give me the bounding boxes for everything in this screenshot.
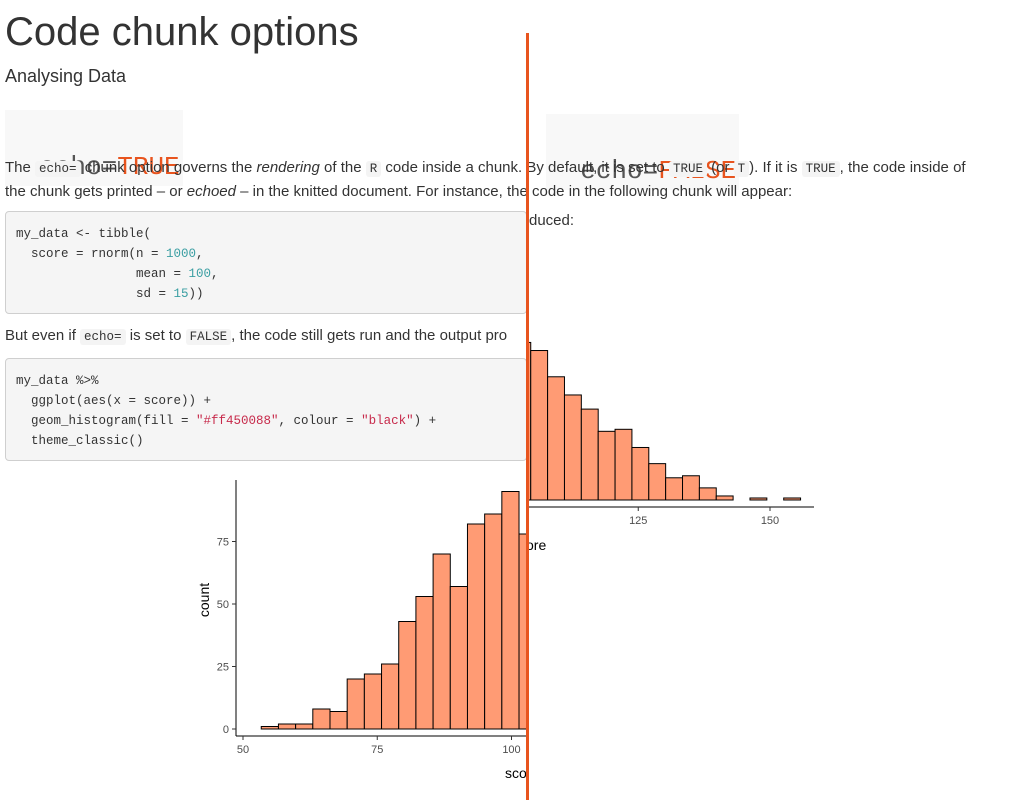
code-text: ) + (413, 414, 437, 428)
x-tick-label: 150 (761, 515, 779, 527)
x-axis-label-partial: sco (505, 765, 527, 781)
echo-false-heading: echo=FALSE (546, 114, 740, 190)
histogram-bar (363, 673, 383, 730)
histogram-bar (614, 428, 633, 501)
text: code inside a chunk. By default, it is s… (385, 159, 665, 176)
histogram-bar (501, 491, 520, 730)
code-line: theme_classic() (16, 434, 144, 448)
inline-code-r: R (365, 161, 382, 177)
x-tick-label: 75 (371, 744, 383, 756)
text: , the code inside of (839, 159, 966, 176)
text: is set to (125, 327, 186, 344)
text: the chunk gets printed – or (5, 182, 187, 200)
histogram-bar (449, 586, 468, 730)
inline-code-true: TRUE (801, 161, 840, 177)
x-tick-label: 100 (502, 744, 520, 756)
text: (or (706, 159, 734, 176)
histogram-bar (484, 513, 503, 730)
histogram-left-panel: 0 25 50 75 50 75 100 count sco (196, 480, 527, 781)
histogram-bar (665, 477, 684, 501)
histogram-bar (346, 678, 365, 730)
code-chunk-tibble[interactable]: my_data <- tibble( score = rnorm(n = 100… (5, 211, 527, 314)
histogram-bar (749, 497, 768, 501)
histogram-bar (580, 408, 599, 501)
code-string: "black" (361, 414, 414, 428)
inline-code-t: T (733, 161, 750, 177)
code-line: sd = (16, 287, 174, 301)
histogram-right-panel: 125 150 ore (529, 341, 814, 553)
code-line: ggplot(aes(x = score)) + (16, 394, 212, 408)
inline-code-echo: echo= (80, 329, 126, 345)
code-text: , (211, 267, 219, 281)
histogram-bar (312, 708, 331, 730)
echo-false-heading-code: echo= (580, 156, 659, 186)
code-line: my_data %>% (16, 374, 99, 388)
histogram-bar (648, 463, 667, 501)
histogram-bar (597, 430, 616, 501)
histogram-bar (329, 711, 348, 730)
emphasis-rendering: rendering (256, 159, 320, 176)
paragraph-fragment-right: duced: (529, 212, 575, 229)
histogram-bar (547, 376, 565, 501)
code-number: 100 (188, 267, 212, 281)
page-title: Code chunk options (5, 10, 359, 54)
page-subtitle: Analysing Data (5, 66, 127, 86)
y-axis-label: count (196, 583, 212, 617)
paragraph-line-1: The echo= chunk option governs the rende… (5, 157, 966, 181)
histogram-bar (432, 553, 451, 730)
histogram-bar (295, 723, 314, 730)
code-chunk-ggplot[interactable]: my_data %>% ggplot(aes(x = score)) + geo… (5, 358, 527, 461)
histogram-bar (398, 621, 417, 730)
code-text: , colour = (278, 414, 362, 428)
y-tick-label: 0 (223, 724, 229, 736)
x-axis-label-partial: ore (529, 537, 546, 553)
histogram-bar (530, 350, 549, 501)
histogram-bar (260, 726, 279, 730)
y-tick-label: 75 (217, 537, 229, 549)
text: – in the knitted document. For instance,… (236, 182, 793, 200)
text: of the (319, 159, 366, 176)
code-line: my_data <- tibble( (16, 227, 152, 241)
code-line: geom_histogram(fill = (16, 414, 197, 428)
code-line: mean = (16, 267, 189, 281)
histogram-bar (682, 475, 700, 501)
histogram-bar (631, 446, 650, 501)
inline-code-true: TRUE (668, 161, 707, 177)
y-tick-label: 25 (217, 662, 229, 674)
split-divider-handle[interactable] (526, 33, 529, 800)
x-tick-label: 125 (629, 515, 647, 527)
histogram-bar (698, 487, 717, 501)
code-block: my_data %>% ggplot(aes(x = score)) + geo… (16, 371, 516, 451)
paragraph-echo-false: But even if echo= is set to FALSE, the c… (5, 325, 507, 349)
inline-code-echo: echo= (35, 161, 81, 177)
code-text: )) (188, 287, 204, 301)
text: chunk option governs the (80, 159, 257, 176)
text: ). If it is (749, 159, 802, 176)
code-number: 1000 (166, 247, 197, 261)
text: The (5, 159, 36, 176)
histogram-bar (783, 497, 802, 501)
code-line: score = rnorm(n = (16, 247, 167, 261)
code-block: my_data <- tibble( score = rnorm(n = 100… (16, 224, 516, 304)
code-string: "#ff450088" (196, 414, 279, 428)
histogram-bar (715, 495, 734, 501)
text: But even if (5, 327, 81, 344)
paragraph-echo-explanation: The echo= chunk option governs the rende… (5, 157, 966, 202)
histogram-bar (518, 533, 527, 730)
echo-true-heading-value: TRUE (117, 152, 180, 182)
code-number: 15 (173, 287, 189, 301)
histogram-bar (415, 596, 434, 730)
emphasis-echoed: echoed (186, 182, 236, 200)
histogram-bar (466, 523, 486, 730)
text: , the code still gets run and the output… (231, 327, 508, 344)
x-tick-label: 50 (237, 744, 249, 756)
paragraph-line-2: the chunk gets printed – or echoed – in … (5, 181, 966, 203)
inline-code-false: FALSE (185, 329, 232, 345)
histogram-bar (381, 663, 400, 730)
code-text: , (196, 247, 204, 261)
histogram-bar (277, 723, 297, 730)
histogram-bar (563, 394, 582, 501)
y-tick-label: 50 (217, 599, 229, 611)
